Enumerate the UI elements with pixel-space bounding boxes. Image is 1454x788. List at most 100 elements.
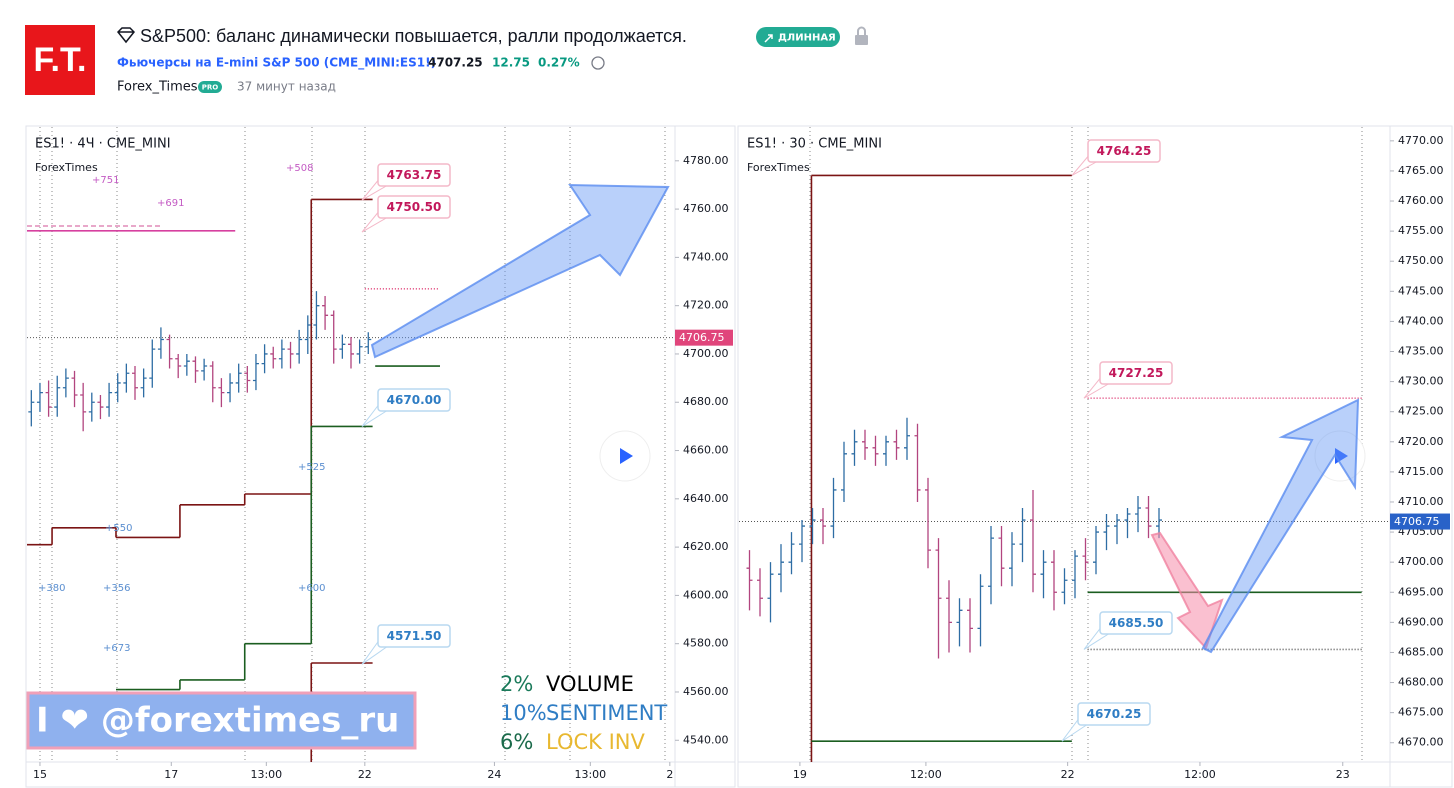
ohlc-bar [967,598,973,653]
change-percent: 0.27% [538,56,580,70]
ohlc-bar [114,373,121,403]
ohlc-bar [123,363,130,393]
y-tick-label: 4660.00 [683,444,729,457]
ohlc-bar [330,310,337,364]
ohlc-bar [757,568,763,617]
ohlc-bar [925,477,931,569]
ohlc-bar [62,368,69,398]
callout-label: 4764.25 [1097,144,1152,158]
symbol-link[interactable]: Фьючерсы на E-mini S&P 500 (CME_MINI:ES1… [117,56,436,71]
callout-box [377,195,451,219]
indicator-name: ForexTimes [35,161,98,174]
y-tick-label: 4700.00 [683,347,729,360]
callout-label: 4750.50 [387,200,442,214]
callout-label: 4763.75 [387,168,442,182]
ohlc-bar [904,417,910,460]
ohlc-bar [809,508,816,545]
banner [26,691,417,750]
ohlc-bar [28,390,35,427]
ohlc-bar [935,538,942,659]
y-tick-label: 4580.00 [683,637,729,650]
chart-panel: 4540.00 4560.00 4580.00 4600.00 4620.00 4640.… [25,125,736,788]
ohlc-bar [348,337,354,369]
ohlc-bar [1103,514,1110,551]
x-tick-label: 23 [1336,768,1350,781]
diamond-icon [116,27,136,44]
ohlc-bar [820,508,826,545]
logo[interactable] [25,25,95,95]
badge [756,27,840,47]
author[interactable]: Forex_Times [117,80,198,95]
callout-label: 4727.25 [1109,366,1164,380]
ohlc-bar [218,378,225,408]
ohlc-bar [201,358,208,381]
ohlc-bar [862,429,868,460]
ohlc-bar [97,395,104,420]
ohlc-bar [883,435,889,466]
ohlc-bar [841,441,847,502]
ohlc-bar [149,339,156,388]
annotation: +356 [103,583,130,594]
y-tick-label: 4730.00 [1398,375,1444,388]
annotation: +691 [157,198,184,209]
callout-box [377,624,451,648]
y-tick-label: 4600.00 [683,588,729,601]
y-tick-label: 4720.00 [1398,435,1444,448]
y-tick-label: 4690.00 [1398,615,1444,628]
y-tick-label: 4755.00 [1398,224,1444,237]
y-tick-label: 4765.00 [1398,164,1444,177]
x-tick-label: 22 [1061,768,1075,781]
callout-label: 4670.25 [1087,707,1142,721]
clock-icon[interactable] [591,56,605,70]
ohlc-bar [1030,489,1036,593]
y-tick-label: 4680.00 [1398,676,1444,689]
ohlc-bar [192,356,199,383]
ohlc-bar [746,550,753,611]
last-price-tag [675,329,733,346]
legend-percent: 2% [500,672,533,696]
callout-box [377,388,451,412]
header: F.T. S&P500: баланс динамически повышает… [25,25,868,95]
y-tick-label: 4750.00 [1398,254,1444,267]
legend-percent: 6% [500,730,533,754]
pro-badge [198,81,222,93]
badge-icon [764,34,773,43]
annotation: +550 [105,523,132,534]
ohlc-bar [313,291,320,340]
ohlc-bar [296,329,303,364]
logo-text: F.T. [34,41,87,79]
annotation: +525 [298,462,325,473]
callout-label: 4685.50 [1109,616,1164,630]
y-tick-label: 4760.00 [683,202,729,215]
ohlc-bar [322,296,329,330]
x-tick-label: 12:00 [1184,768,1216,781]
y-tick-label: 4560.00 [683,685,729,698]
y-tick-label: 4680.00 [683,395,729,408]
ohlc-bar [106,382,113,417]
legend-percent: 10% [500,701,547,725]
y-tick-label: 4710.00 [1398,495,1444,508]
ohlc-bar [767,562,774,623]
annotation: +508 [286,163,313,174]
ohlc-bar [365,332,372,354]
y-tick-label: 4640.00 [683,492,729,505]
ohlc-bar [1145,495,1152,539]
callout-box [1087,139,1161,163]
x-tick-label: 13:00 [574,768,606,781]
ohlc-bar [244,366,251,393]
ohlc-bar [946,580,952,653]
x-tick-label: 12:00 [910,768,942,781]
ohlc-bar [1072,550,1078,599]
ohlc-bar [227,373,234,403]
ohlc-bar [71,370,78,408]
ohlc-bar [304,315,311,354]
y-tick-label: 4620.00 [683,540,729,553]
y-tick-label: 4725.00 [1398,405,1444,418]
play-icon [620,448,633,464]
y-tick-label: 4720.00 [683,299,729,312]
lock-icon [855,35,868,45]
ohlc-bar [1019,508,1026,563]
y-tick-label: 4735.00 [1398,345,1444,358]
change: 12.75 [492,56,530,70]
